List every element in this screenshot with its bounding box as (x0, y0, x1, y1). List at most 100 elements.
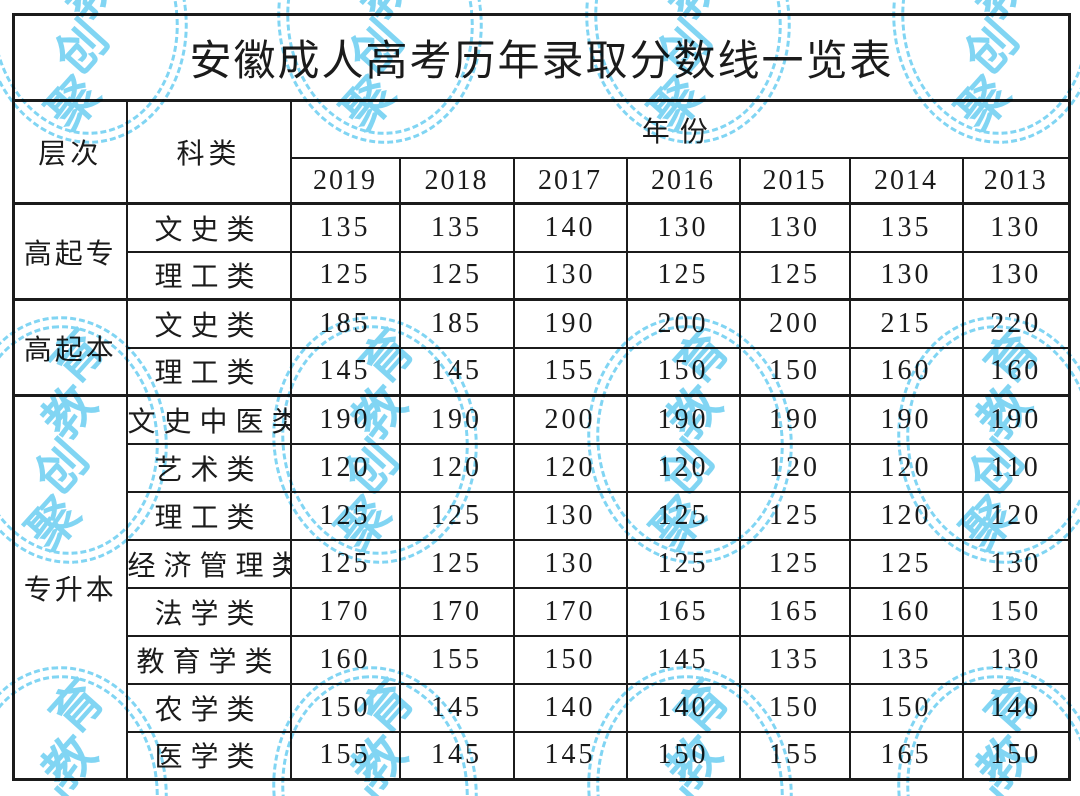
score-cell: 120 (848, 490, 964, 541)
table-row: 理工类 125 125 130 125 125 130 130 (14, 250, 1071, 301)
watermark-char: 创 (334, 780, 409, 796)
score-cell: 170 (289, 586, 401, 637)
table-row: 医学类 155 145 145 150 155 165 150 (14, 730, 1071, 781)
score-cell: 130 (848, 250, 964, 301)
year-header: 2013 (961, 157, 1071, 205)
score-cell: 200 (625, 298, 741, 349)
score-cell: 125 (398, 538, 515, 589)
score-cell: 150 (738, 346, 851, 397)
score-cell: 165 (738, 586, 851, 637)
score-cell: 200 (738, 298, 851, 349)
year-header: 2019 (289, 157, 401, 205)
year-header: 2017 (512, 157, 628, 205)
table-row: 法学类 170 170 170 165 165 160 150 (14, 586, 1071, 637)
table-row: 教育学类 160 155 150 145 135 135 130 (14, 634, 1071, 685)
year-header: 2018 (398, 157, 515, 205)
header-year-group: 年份 (289, 99, 1071, 159)
score-cell: 160 (961, 346, 1071, 397)
score-cell: 125 (289, 538, 401, 589)
score-table: 安徽成人高考历年录取分数线一览表 层次 科类 年份 2019 2018 2017… (12, 13, 1072, 781)
score-cell: 130 (512, 250, 628, 301)
score-cell: 130 (961, 538, 1071, 589)
score-cell: 150 (625, 730, 741, 781)
category-cell: 教育学类 (125, 634, 292, 685)
score-cell: 190 (512, 298, 628, 349)
score-cell: 125 (738, 490, 851, 541)
table-row: 专升本 文史中医类 190 190 200 190 190 190 190 (12, 394, 1071, 781)
score-cell: 140 (961, 682, 1071, 733)
score-cell: 150 (848, 682, 964, 733)
score-cell: 120 (512, 442, 628, 493)
score-cell: 155 (512, 346, 628, 397)
score-cell: 135 (738, 634, 851, 685)
table-row: 理工类 125 125 130 125 125 120 120 (14, 490, 1071, 541)
score-cell: 215 (848, 298, 964, 349)
score-cell: 125 (625, 490, 741, 541)
score-cell: 150 (625, 346, 741, 397)
score-cell: 130 (512, 538, 628, 589)
score-cell: 170 (398, 586, 515, 637)
score-cell: 150 (961, 586, 1071, 637)
score-cell: 145 (512, 730, 628, 781)
score-cell: 220 (961, 298, 1071, 349)
score-cell: 150 (961, 730, 1071, 781)
score-cell: 125 (625, 250, 741, 301)
score-cell: 135 (289, 202, 401, 253)
score-cell: 130 (625, 202, 741, 253)
score-cell: 160 (848, 346, 964, 397)
year-header: 2015 (738, 157, 851, 205)
score-cell: 140 (625, 682, 741, 733)
score-cell: 125 (625, 538, 741, 589)
score-cell: 120 (289, 442, 401, 493)
score-cell: 130 (961, 250, 1071, 301)
score-cell: 165 (625, 586, 741, 637)
score-cell: 125 (289, 250, 401, 301)
level-cell: 专升本 (12, 394, 128, 781)
score-cell: 125 (398, 490, 515, 541)
page-title: 安徽成人高考历年录取分数线一览表 (12, 13, 1071, 102)
score-cell: 190 (625, 394, 741, 445)
score-cell: 120 (738, 442, 851, 493)
score-cell: 145 (398, 730, 515, 781)
score-cell: 145 (625, 634, 741, 685)
score-cell: 190 (398, 394, 515, 445)
score-cell: 135 (848, 634, 964, 685)
score-cell: 185 (289, 298, 401, 349)
score-cell: 190 (289, 394, 401, 445)
score-cell: 140 (512, 202, 628, 253)
score-cell: 135 (848, 202, 964, 253)
score-cell: 165 (848, 730, 964, 781)
category-cell: 农学类 (125, 682, 292, 733)
year-header-row: 2019 2018 2017 2016 2015 2014 2013 (14, 157, 1071, 205)
table-row: 理工类 145 145 155 150 150 160 160 (14, 346, 1071, 397)
score-cell: 150 (738, 682, 851, 733)
score-cell: 125 (738, 538, 851, 589)
score-cell: 130 (961, 202, 1071, 253)
score-cell: 185 (398, 298, 515, 349)
watermark-char: 创 (959, 780, 1034, 796)
score-cell: 120 (398, 442, 515, 493)
category-cell: 理工类 (125, 250, 292, 301)
watermark-char: 创 (649, 780, 724, 796)
score-cell: 200 (512, 394, 628, 445)
table-row: 经济管理类 125 125 130 125 125 125 130 (14, 538, 1071, 589)
header-row: 层次 科类 年份 (12, 99, 1071, 205)
header-category: 科类 (125, 99, 292, 205)
score-cell: 145 (398, 346, 515, 397)
category-cell: 理工类 (125, 490, 292, 541)
category-cell: 文史中医类 (125, 394, 292, 445)
score-cell: 155 (398, 634, 515, 685)
category-cell: 文史类 (125, 202, 292, 253)
score-cell: 190 (738, 394, 851, 445)
score-cell: 130 (738, 202, 851, 253)
score-cell: 125 (398, 250, 515, 301)
score-cell: 130 (961, 634, 1071, 685)
year-header: 2014 (848, 157, 964, 205)
category-cell: 医学类 (125, 730, 292, 781)
table-row: 高起专 文史类 135 135 140 130 130 135 130 (12, 202, 1071, 301)
score-cell: 120 (625, 442, 741, 493)
category-cell: 文史类 (125, 298, 292, 349)
score-cell: 135 (398, 202, 515, 253)
level-cell: 高起专 (12, 202, 128, 301)
title-row: 安徽成人高考历年录取分数线一览表 (12, 13, 1071, 102)
